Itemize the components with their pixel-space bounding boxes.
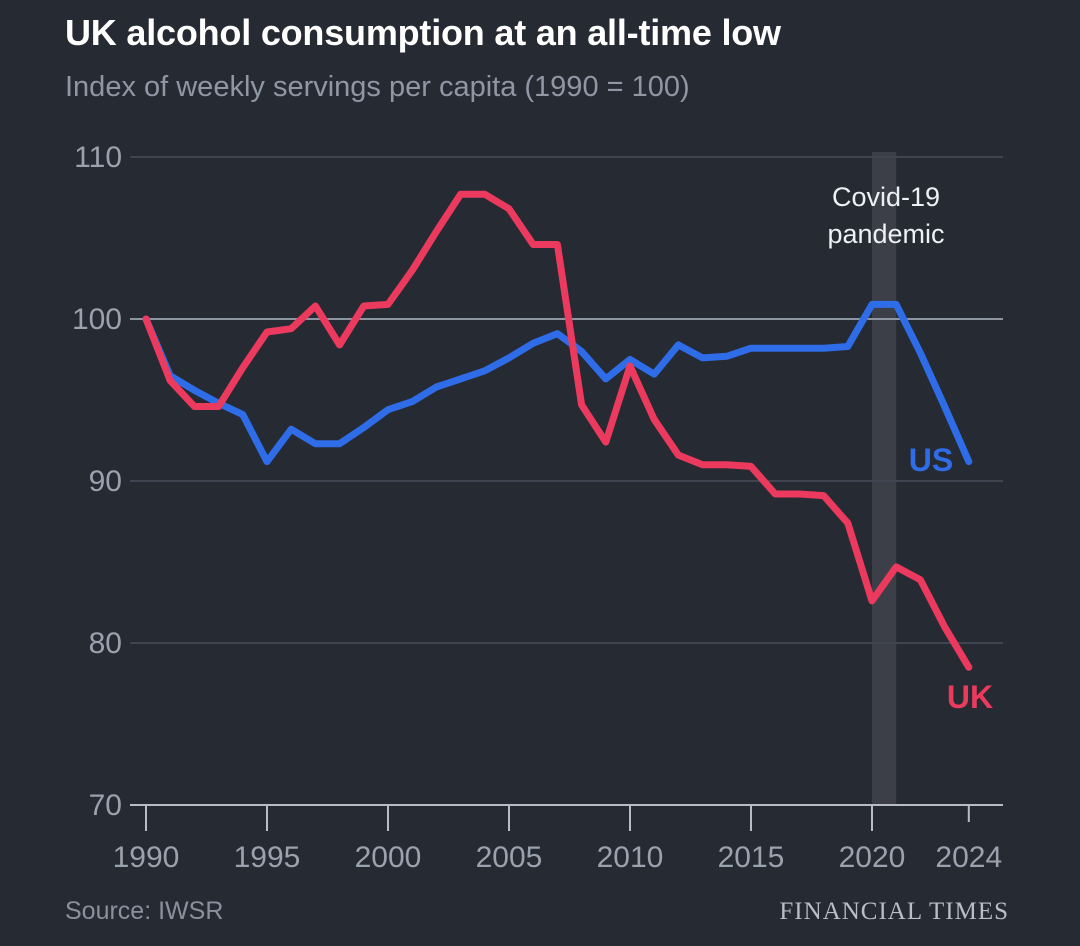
x-tick-label-2024: 2024 xyxy=(935,841,1002,874)
chart-title: UK alcohol consumption at an all-time lo… xyxy=(65,12,781,53)
x-tick-label-2015: 2015 xyxy=(718,841,785,874)
x-tick-label-1990: 1990 xyxy=(113,841,180,874)
x-tick-label-2010: 2010 xyxy=(597,841,664,874)
chart-subtitle: Index of weekly servings per capita (199… xyxy=(65,71,690,103)
covid-band xyxy=(872,152,897,805)
ft-wordmark: FINANCIAL TIMES xyxy=(779,898,1009,925)
y-tick-label-100: 100 xyxy=(72,303,122,336)
us-series-label: US xyxy=(909,442,953,478)
x-tick-label-2005: 2005 xyxy=(476,841,543,874)
uk-series-label: UK xyxy=(947,679,993,715)
uk-line xyxy=(142,190,973,671)
us-line xyxy=(142,300,973,466)
y-tick-label-80: 80 xyxy=(89,627,122,660)
covid-annotation-line1: Covid-19 xyxy=(832,182,940,212)
x-tick-label-2020: 2020 xyxy=(839,841,906,874)
x-tick-label-2000: 2000 xyxy=(355,841,422,874)
y-tick-label-90: 90 xyxy=(89,465,122,498)
y-tick-label-70: 70 xyxy=(89,789,122,822)
source-label: Source: IWSR xyxy=(65,897,224,925)
covid-annotation-line2: pandemic xyxy=(827,219,944,249)
x-tick-label-1995: 1995 xyxy=(234,841,301,874)
y-tick-label-110: 110 xyxy=(74,141,122,174)
